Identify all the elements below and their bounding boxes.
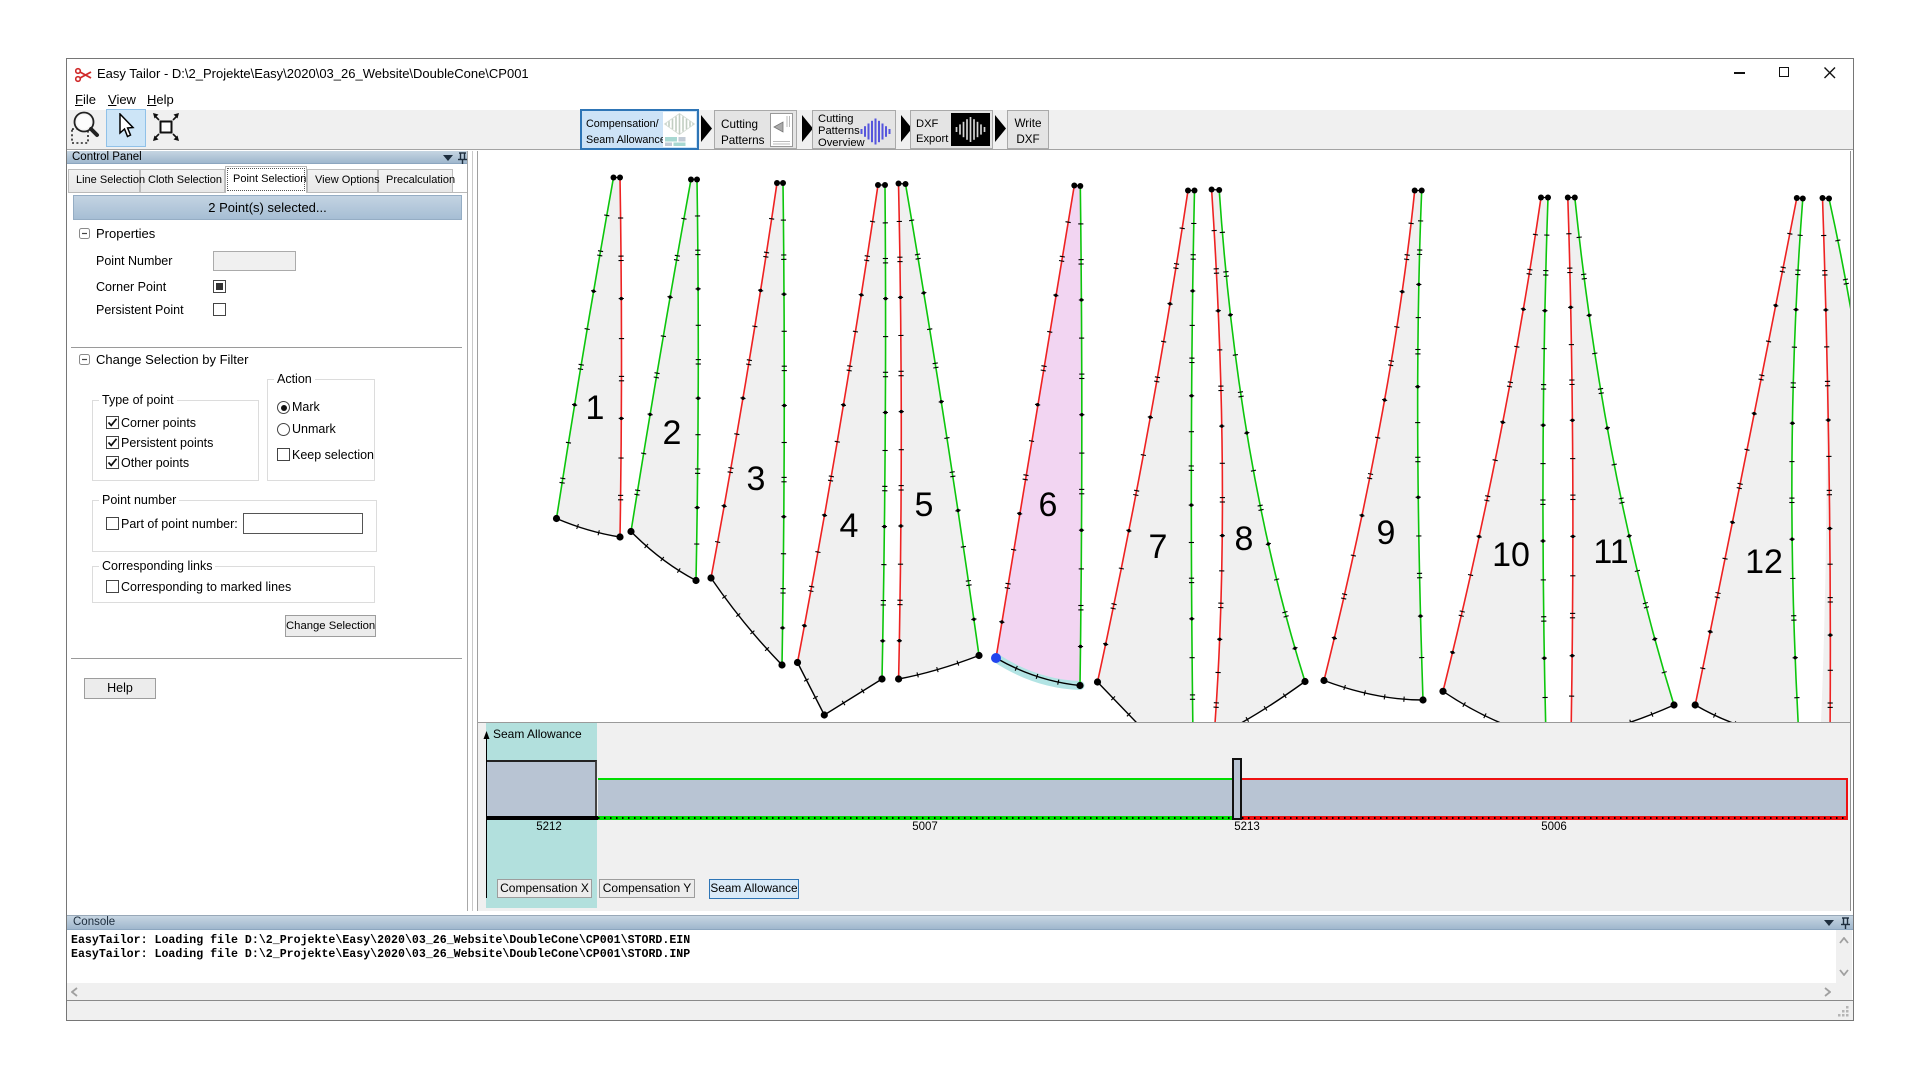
svg-text:11: 11 (1593, 533, 1628, 571)
svg-text:2: 2 (663, 414, 682, 452)
svg-text:1: 1 (586, 389, 605, 427)
svg-text:5: 5 (915, 486, 934, 524)
svg-text:12: 12 (1745, 543, 1783, 581)
svg-text:8: 8 (1235, 520, 1254, 558)
svg-text:9: 9 (1377, 514, 1396, 552)
svg-text:7: 7 (1149, 528, 1168, 566)
svg-text:10: 10 (1492, 536, 1530, 574)
svg-text:4: 4 (840, 507, 859, 545)
svg-text:3: 3 (747, 460, 766, 498)
svg-text:6: 6 (1039, 486, 1058, 524)
